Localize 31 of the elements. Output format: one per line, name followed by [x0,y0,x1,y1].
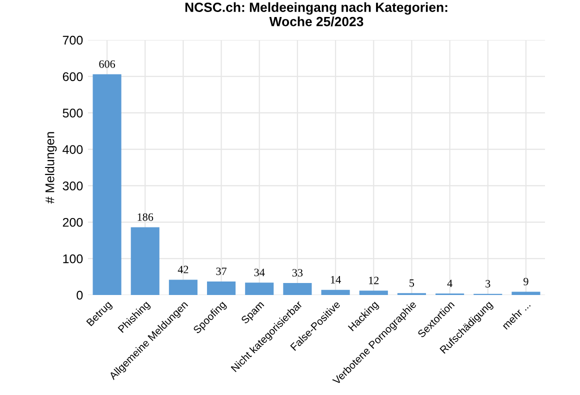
y-tick-label: 300 [62,182,83,190]
data-label: 34 [254,268,265,276]
y-tick-label: 400 [62,145,83,154]
y-tick-label: 100 [63,254,83,264]
y-tick-label: 200 [62,218,83,227]
bar [92,74,122,295]
data-label: 606 [99,60,116,68]
data-label: 186 [138,213,154,221]
bar [512,292,540,295]
data-label: 37 [216,268,227,276]
data-label: 33 [292,269,303,277]
data-label: 14 [330,276,341,284]
bar [321,290,350,295]
y-tick-label: 0 [76,290,83,300]
y-tick-label: 500 [62,108,83,118]
data-label: 5 [410,279,414,287]
y-axis-title: # Meldungen [45,132,57,204]
data-label: 4 [447,280,452,288]
bar [283,282,312,295]
y-tick-label: 700 [62,36,83,45]
bar [130,227,160,295]
y-tick-label: 600 [62,72,83,82]
data-label: 42 [178,266,188,274]
bar [168,280,198,295]
data-label: 3 [486,280,490,288]
bar [359,290,388,295]
data-label: 9 [524,278,528,286]
chart-title: NCSC.ch: Meldeeingang nach Kategorien: Woche 25/2023 [185,2,448,26]
bar [207,282,236,295]
data-label: 12 [369,276,379,284]
bar [245,282,274,295]
